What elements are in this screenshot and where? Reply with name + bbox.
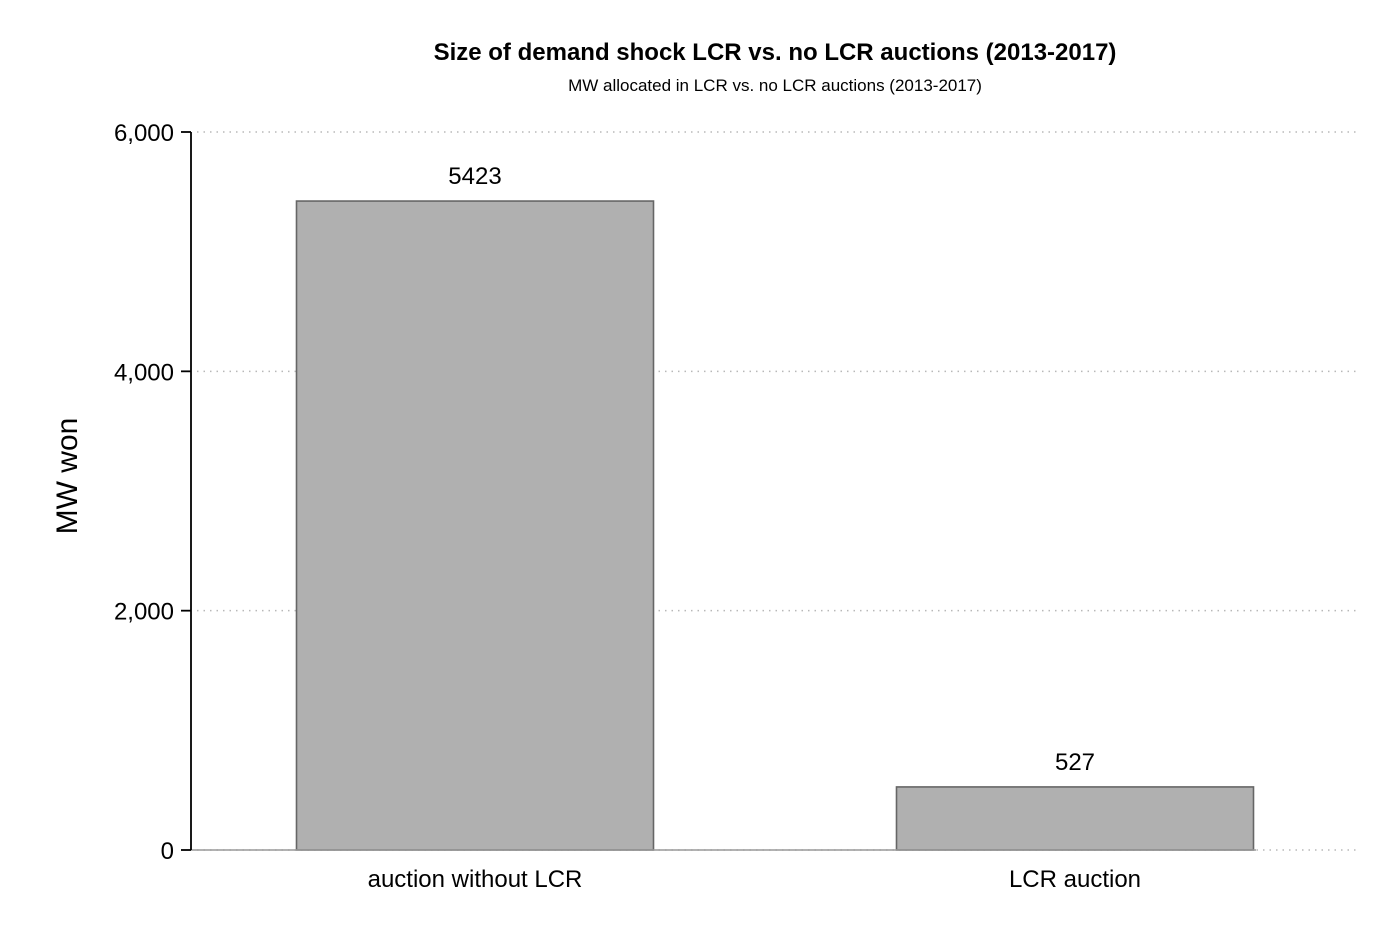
labels: 5423 auction without LCR 527 LCR auction 0 2,… bbox=[114, 120, 1141, 893]
bar-0 bbox=[295, 200, 655, 851]
y-axis-title: MW won bbox=[51, 418, 84, 535]
x-tick-label-0: auction without LCR bbox=[368, 866, 583, 893]
data-label-0: 5423 bbox=[448, 163, 501, 190]
y-tick-label-3: 6,000 bbox=[114, 120, 174, 147]
y-tick-label-0: 0 bbox=[161, 838, 174, 865]
bar-1 bbox=[895, 786, 1255, 851]
chart-title: Size of demand shock LCR vs. no LCR auct… bbox=[434, 39, 1117, 66]
bars bbox=[295, 200, 1255, 851]
y-tick-label-1: 2,000 bbox=[114, 599, 174, 626]
x-tick-label-1: LCR auction bbox=[1009, 866, 1141, 893]
chart-subtitle: MW allocated in LCR vs. no LCR auctions … bbox=[568, 76, 982, 95]
axes bbox=[181, 131, 1256, 851]
y-tick-label-2: 4,000 bbox=[114, 359, 174, 386]
data-label-1: 527 bbox=[1055, 749, 1095, 776]
